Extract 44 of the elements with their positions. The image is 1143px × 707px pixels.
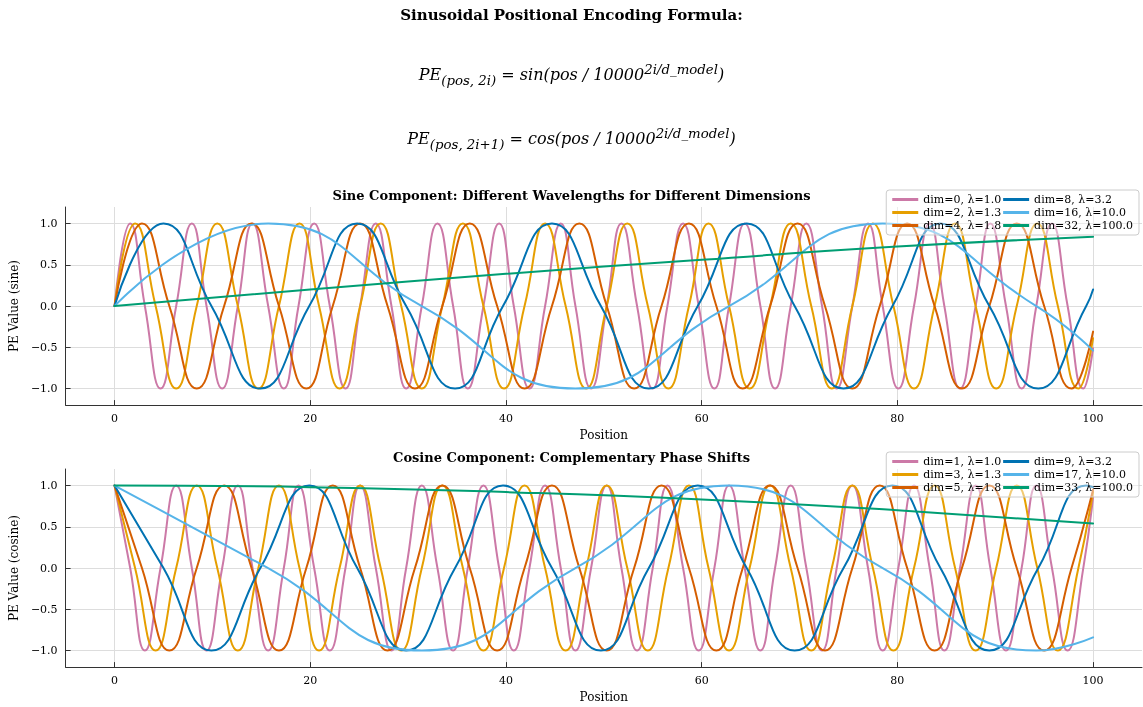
legend-label: dim=3, λ=1.3 (923, 468, 1002, 481)
y-tick-label: 0.5 (40, 520, 58, 534)
x-tick-label: 20 (303, 674, 318, 688)
y-axis-title: PE Value (cosine) (7, 515, 21, 622)
text: PE$_{(pos, 2i)}$ = sin(pos / 10000$^{2i/d_model}$) (417, 62, 726, 88)
legend-label: dim=8, λ=3.2 (1034, 193, 1113, 206)
x-tick-label: 60 (694, 674, 709, 688)
y-tick-label: −1.0 (30, 644, 58, 658)
y-tick-label: −1.0 (30, 382, 58, 396)
x-axis-title: Position (579, 428, 629, 442)
y-tick-label: 0.0 (40, 561, 58, 575)
x-tick-label: 80 (890, 412, 905, 426)
x-tick-label: 0 (111, 674, 119, 688)
legend-label: dim=9, λ=3.2 (1034, 455, 1113, 468)
legend-label: dim=2, λ=1.3 (923, 206, 1002, 219)
x-tick-label: 20 (303, 412, 318, 426)
x-tick-label: 40 (498, 674, 513, 688)
y-tick-label: 1.0 (40, 217, 58, 231)
x-tick-label: 40 (498, 412, 513, 426)
legend-label: dim=0, λ=1.0 (923, 193, 1002, 206)
chart-title: Cosine Component: Complementary Phase Shifts (393, 450, 750, 465)
y-tick-label: −0.5 (30, 602, 58, 616)
text: Sinusoidal Positional Encoding Formula: (399, 6, 744, 24)
legend-label: dim=32, λ=100.0 (1034, 219, 1134, 232)
x-tick-label: 100 (1082, 674, 1104, 688)
legend-label: dim=1, λ=1.0 (923, 455, 1002, 468)
line-series (113, 235, 1095, 308)
legend-label: dim=33, λ=100.0 (1034, 481, 1134, 494)
y-tick-label: 0.0 (40, 299, 58, 313)
legend-label: dim=5, λ=1.8 (923, 481, 1002, 494)
chart-title: Sine Component: Different Wavelengths for Different Dimensions (332, 188, 811, 203)
y-axis-title: PE Value (sine) (7, 260, 21, 353)
text: PE$_{(pos, 2i+1)}$ = cos(pos / 10000$^{2i/d_model}$) (406, 125, 737, 152)
legend-label: dim=16, λ=10.0 (1034, 206, 1127, 219)
legend-label: dim=4, λ=1.8 (923, 219, 1002, 232)
x-axis-title: Position (579, 690, 629, 704)
x-tick-label: 80 (890, 674, 905, 688)
x-tick-label: 0 (111, 412, 119, 426)
y-tick-label: −0.5 (30, 340, 58, 354)
y-tick-label: 0.5 (40, 258, 58, 272)
legend-label: dim=17, λ=10.0 (1034, 468, 1127, 481)
x-tick-label: 60 (694, 412, 709, 426)
y-tick-label: 1.0 (40, 479, 58, 493)
x-tick-label: 100 (1082, 412, 1104, 426)
